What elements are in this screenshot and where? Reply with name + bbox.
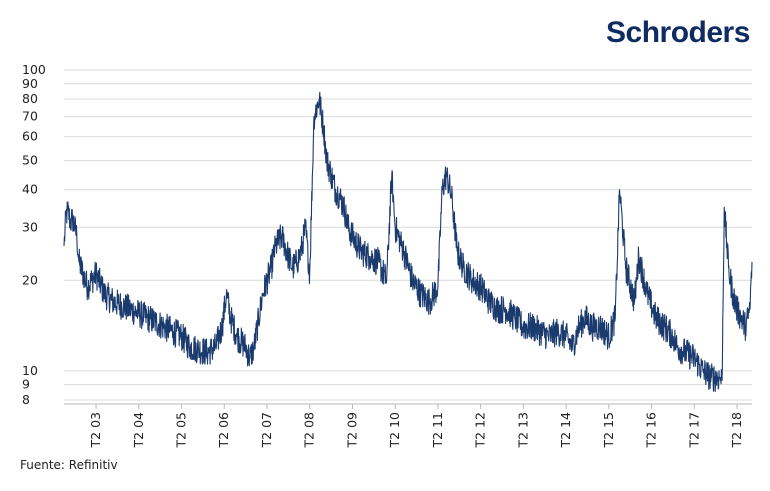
x-tick-label: T2 15 (601, 412, 616, 448)
y-tick-label: 80 (22, 91, 38, 106)
x-tick-label: T2 17 (686, 412, 701, 448)
source-note: Fuente: Refinitiv (20, 458, 118, 472)
y-tick-label: 60 (22, 129, 38, 144)
y-tick-label: 40 (22, 182, 38, 197)
x-tick-label: T2 09 (344, 412, 359, 449)
x-tick-label: T2 14 (558, 412, 573, 449)
y-tick-label: 10 (22, 363, 38, 378)
x-tick-label: T2 03 (88, 412, 103, 448)
y-tick-label: 70 (22, 109, 38, 124)
y-tick-label: 50 (22, 153, 38, 168)
x-tick-label: T2 11 (430, 412, 445, 448)
volatility-line (63, 91, 753, 392)
x-tick-label: T2 07 (259, 412, 274, 448)
y-tick-label: 9 (22, 377, 30, 392)
x-tick-label: T2 10 (387, 412, 402, 449)
schroders-logo: Schroders (606, 16, 750, 49)
x-tick-label: T2 05 (174, 412, 189, 448)
y-tick-label: 100 (22, 62, 46, 77)
x-tick-label: T2 12 (473, 412, 488, 448)
x-tick-label: T2 18 (729, 412, 744, 449)
y-tick-label: 90 (22, 76, 38, 91)
x-axis: T2 03 T2 04 T2 05 T2 06 T2 07 T2 08 T2 09 T2 10… (88, 404, 744, 448)
y-tick-label: 30 (22, 219, 38, 234)
chart-grid (64, 69, 752, 401)
y-tick-label: 8 (22, 392, 30, 407)
x-tick-label: T2 13 (515, 412, 530, 448)
x-tick-label: T2 06 (216, 412, 231, 449)
x-tick-label: T2 04 (131, 412, 146, 449)
y-tick-label: 20 (22, 272, 38, 287)
x-tick-label: T2 16 (644, 412, 659, 449)
x-tick-label: T2 08 (302, 412, 317, 449)
